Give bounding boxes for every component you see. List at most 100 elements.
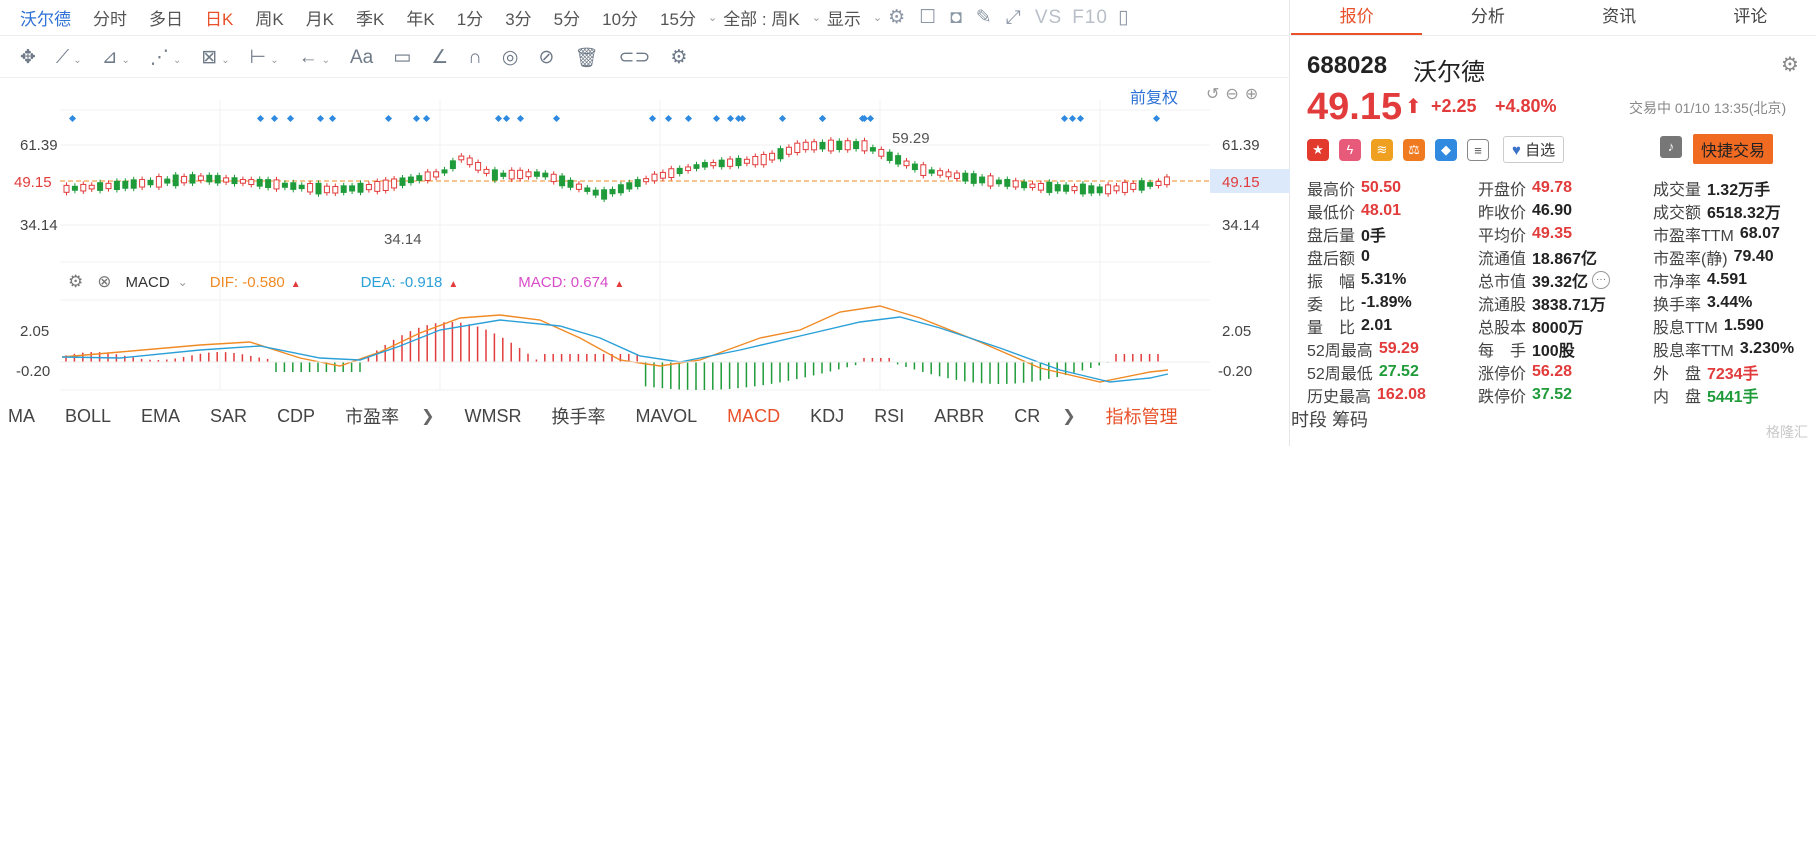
indicator-tab[interactable]: WMSR xyxy=(464,405,522,426)
stock-name-link[interactable]: 沃尔德 xyxy=(20,10,71,29)
fullscreen-icon[interactable]: ⤢ xyxy=(1005,6,1021,28)
event-marker[interactable] xyxy=(1076,114,1085,123)
period-tab[interactable]: 1分 xyxy=(456,10,484,29)
event-marker[interactable] xyxy=(286,114,295,123)
event-marker[interactable] xyxy=(1152,114,1161,123)
event-marker[interactable] xyxy=(256,114,265,123)
event-marker[interactable] xyxy=(502,114,511,123)
event-marker[interactable] xyxy=(726,114,735,123)
chevron-right-icon[interactable]: ❯ xyxy=(421,408,435,425)
indicator-tab[interactable]: CDP xyxy=(277,405,316,426)
indicator-manage-button[interactable]: 指标管理 xyxy=(1105,407,1178,427)
period-tab[interactable]: 周K xyxy=(255,10,284,29)
comment-tool-icon[interactable]: ▭ xyxy=(393,47,412,68)
event-marker[interactable] xyxy=(270,114,279,123)
bell-icon[interactable]: ♪ xyxy=(1660,136,1682,158)
period-tab[interactable]: 年K xyxy=(406,10,435,29)
event-marker[interactable] xyxy=(68,114,77,123)
event-marker[interactable] xyxy=(712,114,721,123)
event-marker[interactable] xyxy=(858,114,867,123)
link-icon[interactable]: ⊂⊃ xyxy=(618,47,651,68)
chevron-right-icon[interactable]: ❯ xyxy=(1062,408,1076,425)
period-tab[interactable]: 月K xyxy=(305,10,335,29)
indicator-tab[interactable]: MAVOL xyxy=(635,405,698,426)
indicator-tab[interactable]: BOLL xyxy=(65,405,112,426)
event-marker[interactable] xyxy=(648,114,657,123)
square-icon[interactable]: ☐ xyxy=(919,7,937,28)
period-tab[interactable]: 15分 xyxy=(660,10,696,29)
note-icon[interactable]: ≡ xyxy=(1467,138,1489,161)
indicator-tab[interactable]: RSI xyxy=(874,405,905,426)
event-marker[interactable] xyxy=(516,114,525,123)
period-tab[interactable]: 季K xyxy=(356,10,385,29)
indicator-tab[interactable]: KDJ xyxy=(810,405,845,426)
arrow-tool-icon[interactable]: ← ⌄ xyxy=(298,46,330,68)
event-marker[interactable] xyxy=(422,114,431,123)
more-icon[interactable]: ··· xyxy=(1592,270,1611,289)
indicator-tab[interactable]: SAR xyxy=(210,405,248,426)
channel-tool-icon[interactable]: ⊿ ⌄ xyxy=(101,47,130,68)
indicator-tab[interactable]: EMA xyxy=(141,405,181,426)
angle-tool-icon[interactable]: ∠ xyxy=(431,47,449,68)
period-tab-active[interactable]: 日K xyxy=(205,10,234,29)
lightning-icon[interactable]: ϟ xyxy=(1339,138,1361,161)
chevron-down-icon[interactable]: ⌄ xyxy=(811,12,821,24)
indicator-tab[interactable]: 换手率 xyxy=(551,407,606,427)
event-marker[interactable] xyxy=(684,114,693,123)
fib-tool-icon[interactable]: ⊠ ⌄ xyxy=(201,47,230,68)
macd-close-icon[interactable]: ⊗ xyxy=(97,272,112,291)
time-chip-toggle[interactable]: 时段 筹码 xyxy=(1291,410,1369,430)
macd-settings-icon[interactable]: ⚙ xyxy=(68,272,84,291)
event-marker[interactable] xyxy=(316,114,325,123)
chevron-down-icon[interactable]: ⌄ xyxy=(177,275,188,289)
add-watchlist-button[interactable]: ♥ 自选 xyxy=(1503,136,1565,163)
vs-button[interactable]: VS xyxy=(1034,6,1063,28)
range-tool-icon[interactable]: ⊢ ⌄ xyxy=(249,47,279,68)
event-marker[interactable] xyxy=(866,114,875,123)
event-marker[interactable] xyxy=(412,114,421,123)
indicator-tab[interactable]: 市盈率 xyxy=(345,407,400,427)
kline-chart[interactable]: 61.39 34.14 49.15 61.39 34.14 49.15 59.2… xyxy=(0,0,1290,446)
indicator-tab[interactable]: CR xyxy=(1014,405,1041,426)
zoom-controls[interactable]: ↺⊖⊕ xyxy=(1206,86,1265,103)
event-marker[interactable] xyxy=(818,114,827,123)
tab-analysis[interactable]: 分析 xyxy=(1470,7,1505,26)
settings-icon[interactable]: ⚙ xyxy=(888,7,906,28)
text-tool-icon[interactable]: Aa xyxy=(349,46,374,68)
tab-quote[interactable]: 报价 xyxy=(1291,0,1423,35)
tab-news[interactable]: 资讯 xyxy=(1602,7,1637,26)
line-tool-icon[interactable]: ⟋ ⌄ xyxy=(55,46,82,68)
tab-comments[interactable]: 评论 xyxy=(1733,7,1768,26)
period-tab[interactable]: 3分 xyxy=(505,10,532,29)
chevron-down-icon[interactable]: ⌄ xyxy=(872,12,883,24)
display-dropdown[interactable]: 显示 xyxy=(826,10,861,29)
wave-tool-icon[interactable]: ⋰ ⌄ xyxy=(149,47,182,68)
event-marker[interactable] xyxy=(734,114,743,123)
gear-icon[interactable]: ⚙ xyxy=(1781,54,1799,76)
sidebar-toggle-icon[interactable]: ▯ xyxy=(1117,7,1129,28)
period-tab[interactable]: 5分 xyxy=(553,10,581,29)
event-marker[interactable] xyxy=(384,114,393,123)
event-marker[interactable] xyxy=(1068,114,1077,123)
coins-icon[interactable]: ≋ xyxy=(1371,138,1393,161)
trash-icon[interactable]: 🗑 xyxy=(574,47,599,69)
macd-name[interactable]: MACD xyxy=(125,273,170,291)
period-tab[interactable]: 多日 xyxy=(149,10,183,29)
event-marker[interactable] xyxy=(1060,114,1069,123)
adjust-restore-button[interactable]: 前复权 xyxy=(1130,90,1179,107)
indicator-tab-active[interactable]: MACD xyxy=(727,405,781,426)
draw-settings-icon[interactable]: ⚙ xyxy=(670,47,688,68)
f10-button[interactable]: F10 xyxy=(1072,6,1108,28)
event-markers[interactable] xyxy=(68,114,1161,123)
period-tab[interactable]: 10分 xyxy=(602,10,639,29)
event-marker[interactable] xyxy=(738,114,747,123)
event-marker[interactable] xyxy=(328,114,337,123)
camera-icon[interactable]: ◘ xyxy=(950,6,962,28)
magnet-icon[interactable]: ∩ xyxy=(468,46,482,68)
adjust-dropdown[interactable]: 全部 : 周K xyxy=(723,10,800,29)
move-icon[interactable]: ✥ xyxy=(20,47,36,68)
chevron-down-icon[interactable]: ⌄ xyxy=(707,12,718,24)
indicator-tab[interactable]: ARBR xyxy=(934,405,985,426)
quick-trade-button[interactable]: 快捷交易 xyxy=(1693,134,1774,164)
balance-icon[interactable]: ⚖ xyxy=(1403,138,1425,161)
